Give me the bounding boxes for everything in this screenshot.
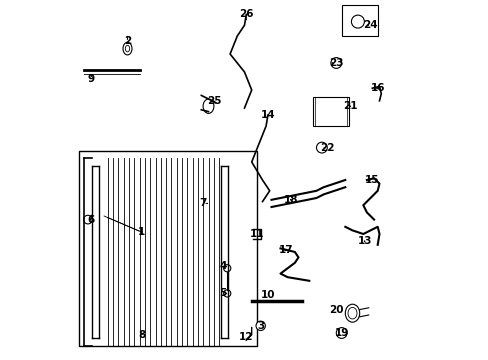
Circle shape	[330, 58, 341, 68]
Text: 6: 6	[88, 215, 95, 225]
Ellipse shape	[203, 99, 213, 113]
Text: 23: 23	[328, 58, 343, 68]
Text: 3: 3	[257, 321, 264, 331]
Text: 24: 24	[363, 20, 377, 30]
Text: 14: 14	[260, 110, 275, 120]
Text: 25: 25	[206, 96, 221, 106]
Text: 22: 22	[319, 143, 334, 153]
Bar	[312, 97, 348, 126]
Circle shape	[256, 321, 265, 330]
Text: 4: 4	[219, 261, 226, 271]
Text: 2: 2	[123, 36, 131, 46]
Text: 26: 26	[239, 9, 253, 19]
Text: 5: 5	[219, 288, 226, 298]
Circle shape	[351, 15, 364, 28]
Ellipse shape	[123, 42, 132, 55]
Text: 8: 8	[138, 330, 145, 340]
Circle shape	[223, 265, 230, 272]
Circle shape	[316, 142, 326, 153]
Text: 11: 11	[249, 229, 264, 239]
Text: 19: 19	[334, 328, 348, 338]
Circle shape	[83, 215, 92, 224]
Text: 9: 9	[88, 74, 95, 84]
Text: 15: 15	[365, 175, 379, 185]
Ellipse shape	[345, 304, 359, 322]
Ellipse shape	[347, 307, 356, 319]
Text: 18: 18	[284, 195, 298, 205]
Text: 16: 16	[370, 83, 384, 93]
Text: 10: 10	[260, 290, 275, 300]
Text: 7: 7	[199, 198, 206, 208]
Circle shape	[336, 328, 346, 338]
Bar	[79, 151, 257, 346]
Text: 17: 17	[278, 245, 293, 255]
Text: 21: 21	[343, 101, 357, 111]
Circle shape	[223, 290, 230, 297]
Bar	[341, 5, 377, 36]
Text: 20: 20	[328, 305, 343, 315]
Ellipse shape	[125, 45, 129, 52]
Text: 13: 13	[357, 236, 371, 246]
Text: 12: 12	[239, 332, 253, 342]
Text: 1: 1	[138, 227, 145, 237]
